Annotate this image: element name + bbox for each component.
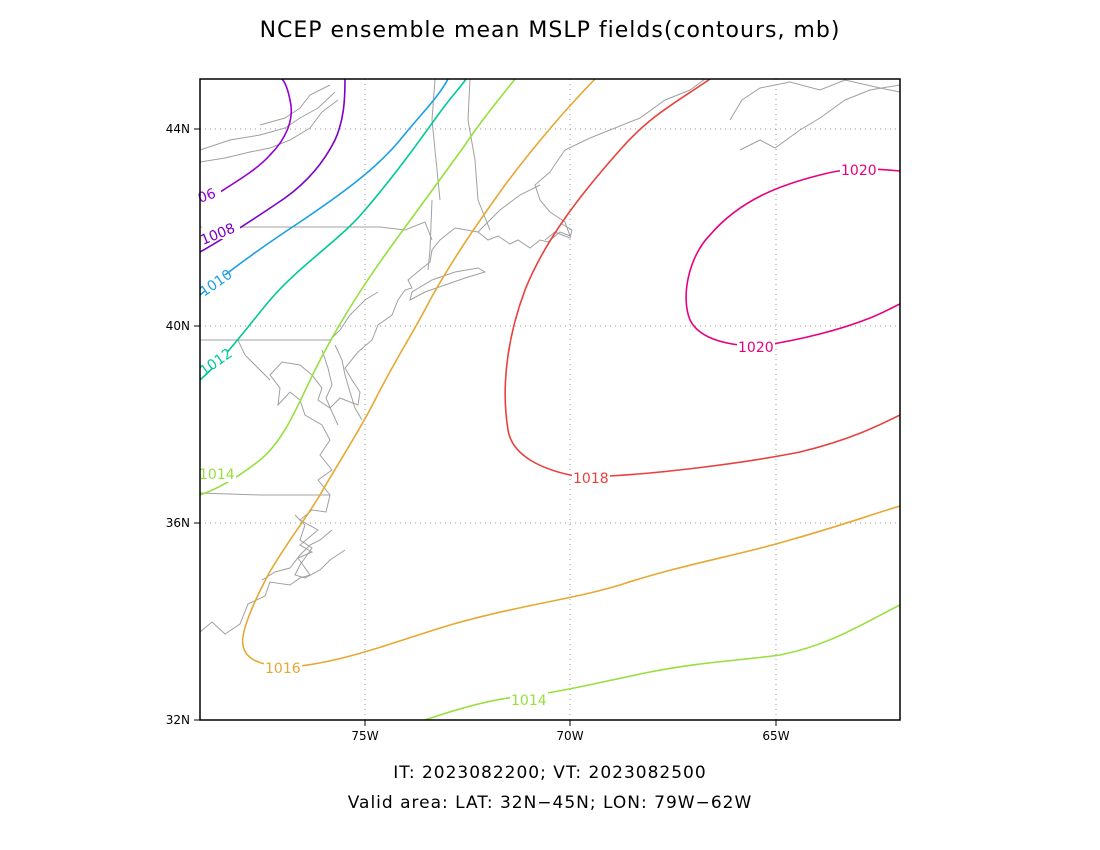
contours: [200, 79, 900, 720]
label-bg-1014b: [510, 692, 548, 708]
label-bg-1008: [202, 223, 240, 239]
border-state-1: [200, 99, 339, 163]
contour-label-1020-bottom: 1020: [738, 340, 774, 356]
contour-1010: [200, 79, 449, 296]
lon-tick-70w: 70W: [556, 729, 583, 743]
contour-1018: [504, 79, 900, 478]
label-bg-1006: [199, 190, 221, 206]
plot-frame: [199, 78, 901, 721]
coastline-outer-banks: [294, 514, 346, 579]
border-state-3: [259, 84, 331, 126]
contour-1014-south: [424, 604, 900, 720]
coastline-cape-cod: [544, 223, 573, 241]
lon-tick-65w: 65W: [762, 729, 789, 743]
footer-area: Valid area: LAT: 32N−45N; LON: 79W−62W: [347, 793, 753, 813]
border-pa-md: [200, 291, 379, 341]
coastline-us-east: [200, 79, 706, 635]
coastline-chesapeake: [321, 349, 339, 426]
lat-tick-32n: 32N: [166, 713, 190, 727]
lon-tick-labels: 75W 70W 65W: [351, 729, 789, 743]
lat-tick-36n: 36N: [166, 516, 190, 530]
label-bg-1020a: [840, 162, 878, 178]
contour-label-1012: 1012: [197, 346, 235, 380]
map-title: NCEP ensemble mean MSLP fields(contours,…: [259, 18, 841, 43]
coastline-nova-scotia: [739, 84, 900, 151]
border-wv: [237, 339, 271, 381]
coastline-sounds: [261, 529, 333, 581]
contour-label-1014-south: 1014: [511, 693, 547, 709]
contour-1020: [685, 168, 900, 347]
grid: [200, 79, 900, 720]
border-nh-me: [467, 79, 491, 231]
lat-tick-labels: 44N 40N 36N 32N: [166, 122, 190, 727]
border-ny-pa: [200, 221, 433, 241]
lat-tick-44n: 44N: [166, 122, 190, 136]
contour-label-1010: 1010: [197, 267, 235, 301]
contour-1016-south: [242, 505, 900, 668]
contour-label-1006: 06: [196, 186, 218, 207]
label-bg-1016: [264, 660, 302, 676]
tick-marks: [194, 128, 777, 726]
label-bg-1018: [572, 470, 610, 486]
contour-label-1018: 1018: [573, 471, 609, 487]
coastline-maine-coast: [477, 184, 541, 233]
coastline-nova-scotia-2: [729, 79, 900, 121]
label-bg-1014a: [198, 466, 236, 482]
contour-label-1020-top: 1020: [841, 163, 877, 179]
contour-1016: [241, 79, 596, 646]
footer-times: IT: 2023082200; VT: 2023082500: [393, 763, 707, 783]
border-state-2: [200, 91, 336, 151]
contour-1006: [200, 79, 293, 206]
contour-1014-north: [200, 79, 516, 496]
border-va-nc: [200, 492, 330, 496]
contour-label-1016: 1016: [265, 661, 301, 677]
coastline-delmarva: [334, 344, 363, 421]
contour-1012: [200, 79, 467, 381]
border-ny-vt: [427, 199, 433, 271]
lon-tick-75w: 75W: [351, 729, 378, 743]
coastlines: [200, 79, 900, 635]
coastline-long-island: [409, 267, 487, 301]
label-bg-1010: [202, 275, 240, 291]
label-bg-1020b: [737, 339, 775, 355]
lat-tick-40n: 40N: [166, 319, 190, 333]
label-bg-1012: [202, 352, 240, 368]
contour-label-1014-north: 1014: [199, 467, 235, 483]
